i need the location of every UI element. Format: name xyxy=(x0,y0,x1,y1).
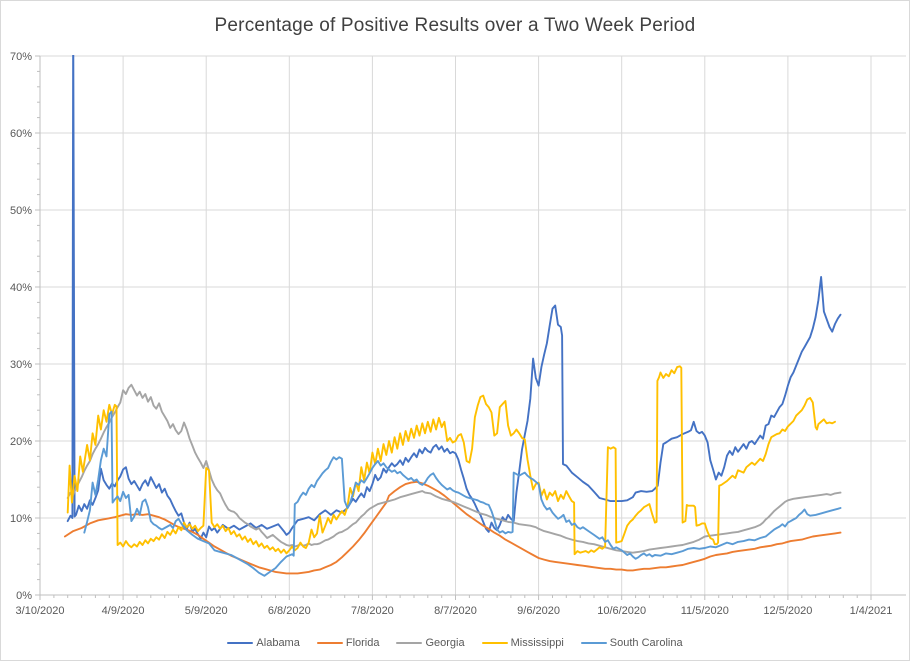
y-axis-tick-label: 0% xyxy=(16,590,32,602)
y-axis-tick-label: 70% xyxy=(10,51,32,63)
series-lines xyxy=(63,55,842,577)
y-axis-tick-label: 50% xyxy=(10,205,32,217)
legend-swatch-alabama xyxy=(227,641,254,645)
legend-swatch-georgia xyxy=(396,641,423,645)
y-axis-tick-label: 30% xyxy=(10,359,32,371)
axes xyxy=(35,55,906,600)
y-axis-tick-label: 40% xyxy=(10,282,32,294)
x-axis-tick-label: 4/9/2020 xyxy=(102,605,145,617)
x-axis-tick-label: 9/6/2020 xyxy=(517,605,560,617)
legend-label-south-carolina: South Carolina xyxy=(609,637,683,649)
x-axis-tick-label: 7/8/2020 xyxy=(351,605,394,617)
gridlines xyxy=(40,55,906,595)
legend: Alabama Florida Georgia Mississippi South Ca… xyxy=(1,637,909,649)
series-line-florida xyxy=(63,480,842,575)
legend-label-mississippi: Mississippi xyxy=(510,637,564,649)
x-axis-tick-label: 1/4/2021 xyxy=(850,605,893,617)
legend-swatch-south-carolina xyxy=(580,641,607,645)
legend-item-south-carolina[interactable]: South Carolina xyxy=(580,637,683,649)
y-axis-tick-label: 10% xyxy=(10,513,32,525)
x-axis-tick-label: 11/5/2020 xyxy=(681,605,729,617)
legend-label-alabama: Alabama xyxy=(256,637,300,649)
legend-label-georgia: Georgia xyxy=(425,637,465,649)
legend-item-florida[interactable]: Florida xyxy=(316,637,380,649)
series-line-mississippi xyxy=(66,365,836,556)
x-axis-tick-label: 5/9/2020 xyxy=(185,605,228,617)
legend-swatch-florida xyxy=(316,641,343,645)
y-axis-tick-label: 20% xyxy=(10,436,32,448)
series-line-alabama xyxy=(66,55,842,540)
legend-item-mississippi[interactable]: Mississippi xyxy=(481,637,564,649)
y-axis-tick-label: 60% xyxy=(10,128,32,140)
series-line-georgia xyxy=(66,383,842,554)
x-axis-tick-label: 6/8/2020 xyxy=(268,605,311,617)
chart-title: Percentage of Positive Results over a Tw… xyxy=(214,15,696,36)
x-axis-tick-label: 3/10/2020 xyxy=(16,605,65,617)
x-axis-tick-label: 8/7/2020 xyxy=(434,605,477,617)
series-line-south-carolina xyxy=(83,410,842,577)
axis-labels: 0% 10% 20% 30% 40% 50% 60% 70% 3/10/2020 4/9/2020… xyxy=(10,51,892,617)
x-axis-tick-label: 12/5/2020 xyxy=(763,605,812,617)
x-axis-tick-label: 10/6/2020 xyxy=(597,605,646,617)
legend-label-florida: Florida xyxy=(345,637,380,649)
legend-item-alabama[interactable]: Alabama xyxy=(227,637,300,649)
legend-item-georgia[interactable]: Georgia xyxy=(396,637,465,649)
legend-swatch-mississippi xyxy=(481,641,508,645)
